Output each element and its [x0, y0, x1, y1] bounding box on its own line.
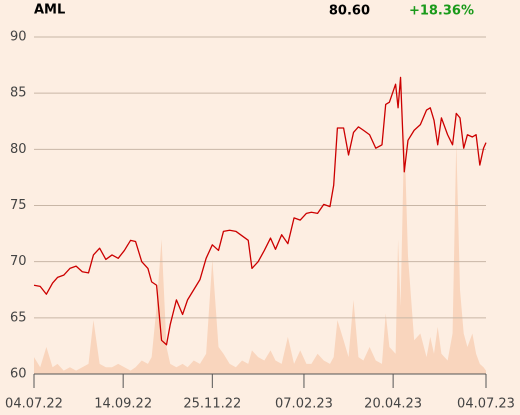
y-tick-label: 80 [10, 142, 27, 157]
y-tick-label: 65 [10, 310, 27, 325]
y-tick-label: 70 [10, 254, 27, 269]
x-tick-label: 25.11.22 [183, 397, 241, 412]
price-line [33, 76, 487, 346]
x-tick-label: 04.07.22 [5, 397, 63, 412]
x-tick-label: 04.07.23 [457, 397, 515, 412]
volume-area [34, 131, 486, 374]
y-tick-label: 60 [10, 367, 27, 382]
y-tick-label: 90 [10, 30, 27, 45]
y-tick-label: 75 [10, 198, 27, 213]
x-tick-label: 14.09.22 [94, 397, 152, 412]
x-tick-label: 20.04.23 [364, 397, 422, 412]
y-tick-label: 85 [10, 86, 27, 101]
price-change: +18.36% [409, 4, 474, 19]
x-tick-label: 07.02.23 [275, 397, 333, 412]
last-price: 80.60 [329, 4, 370, 19]
chart-title: AML [34, 3, 65, 18]
